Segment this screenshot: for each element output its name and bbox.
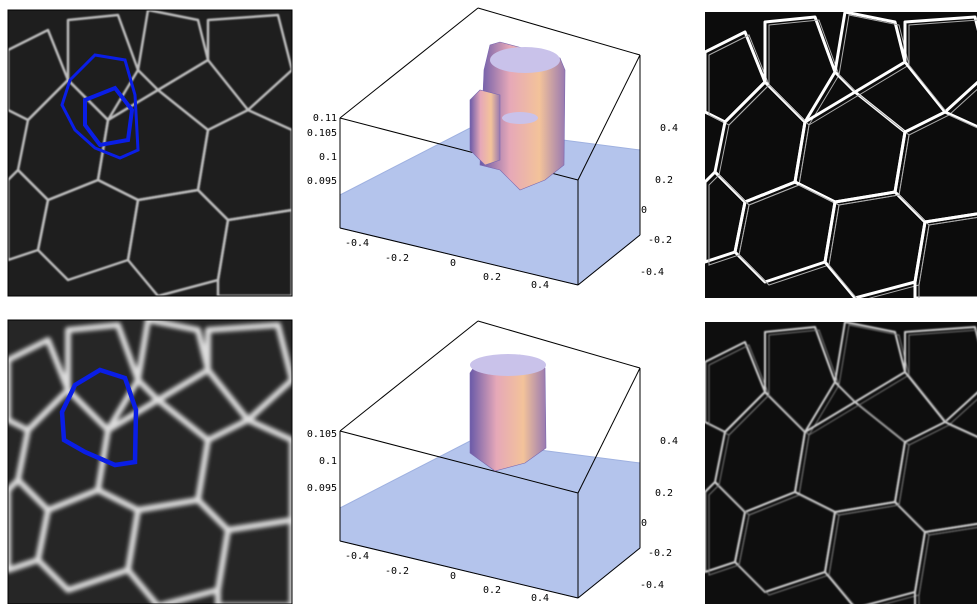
cell-outline <box>708 484 750 576</box>
cell-outline <box>908 329 977 426</box>
microscopy-image <box>8 10 292 296</box>
contour <box>60 53 140 160</box>
cell-outline <box>135 320 211 403</box>
cell-outline <box>768 329 840 436</box>
box-edge <box>577 234 641 286</box>
y-tick-label: 0.4 <box>660 436 678 447</box>
cell-outline <box>764 326 836 433</box>
x-tick-label: -0.2 <box>385 253 409 264</box>
z-tick-label: 0.11 <box>313 113 337 124</box>
x-tick-label: -0.2 <box>385 566 409 577</box>
surface-peak <box>469 89 501 166</box>
image-background <box>705 12 977 298</box>
y-tick-label: 0.2 <box>655 175 673 186</box>
box-edge <box>577 367 641 494</box>
surface-top <box>490 47 560 73</box>
surface-top <box>470 354 546 376</box>
cell-outline <box>66 13 140 122</box>
z-tick-label: 0.105 <box>307 128 337 139</box>
image-background <box>8 320 292 604</box>
y-tick-label: -0.2 <box>648 235 672 246</box>
cell-outline <box>206 13 292 112</box>
box-edge <box>477 320 641 369</box>
z-tick-label: 0.105 <box>307 429 337 440</box>
x-tick-label: 0.4 <box>531 593 549 604</box>
box-edge <box>339 430 579 494</box>
cell-outline <box>136 10 210 92</box>
image-frame <box>7 9 293 297</box>
cell-outline <box>705 481 746 573</box>
cell-outline <box>8 477 51 573</box>
cell-outline <box>65 322 141 433</box>
y-tick-label: 0 <box>641 205 647 216</box>
cell-outline <box>834 322 906 403</box>
cell-outline <box>913 212 977 298</box>
x-tick-label: 0.2 <box>483 272 501 283</box>
cell-outline <box>8 168 50 262</box>
contour <box>59 367 139 468</box>
x-tick-label: 0.2 <box>483 585 501 596</box>
cell-outline <box>708 174 750 266</box>
surface-plot: 0.11 0.105 0.1 0.095 -0.4 -0.2 0 0.2 0.4 0.4 0.2 0 -… <box>307 7 678 291</box>
box-edge <box>339 7 479 119</box>
y-tick-label: -0.2 <box>648 548 672 559</box>
y-tick-label: 0.2 <box>655 488 673 499</box>
cell-outline <box>918 526 977 608</box>
y-tick-label: -0.4 <box>640 267 664 278</box>
cell-outline <box>904 326 977 423</box>
surface-top <box>502 112 538 124</box>
cell-outline <box>215 517 292 606</box>
x-tick-label: 0 <box>450 258 456 269</box>
x-tick-label: -0.4 <box>345 238 369 249</box>
z-tick-label: 0.1 <box>319 152 337 163</box>
cell-outline <box>908 19 977 116</box>
edge-image <box>705 322 977 608</box>
image-background <box>8 10 292 296</box>
y-tick-label: 0 <box>641 518 647 529</box>
surface-plot: 0.105 0.1 0.095 -0.4 -0.2 0 0.2 0.4 0.4 0.2 0 -0.2 -… <box>307 320 678 604</box>
cell-outline <box>903 15 977 114</box>
x-tick-label: 0.4 <box>531 280 549 291</box>
cell-outline <box>838 324 910 406</box>
z-tick-label: 0.1 <box>319 456 337 467</box>
cell-outline <box>918 216 977 298</box>
contour <box>83 85 135 148</box>
cell-membranes <box>8 10 292 296</box>
box-edge <box>339 320 479 432</box>
z-tick-label: 0.095 <box>307 483 337 494</box>
cell-membranes <box>705 322 977 608</box>
x-tick-label: 0 <box>450 571 456 582</box>
cell-membranes <box>8 320 292 606</box>
cell-outline <box>838 14 910 96</box>
z-tick-label: 0.095 <box>307 176 337 187</box>
microscopy-image <box>8 320 292 606</box>
y-tick-label: -0.4 <box>640 580 664 591</box>
box-edge <box>339 227 579 286</box>
cell-outline <box>216 208 292 296</box>
cell-outline <box>705 170 747 264</box>
cell-outline <box>833 12 907 94</box>
edge-image <box>705 12 977 298</box>
cell-outline <box>763 15 837 124</box>
x-tick-label: -0.4 <box>345 551 369 562</box>
image-background <box>705 322 977 604</box>
box-edge <box>477 7 641 56</box>
cell-outline <box>768 19 840 126</box>
y-tick-label: 0.4 <box>660 123 678 134</box>
cell-outline <box>914 522 977 608</box>
cell-outline <box>205 322 292 423</box>
box-edge <box>577 547 641 599</box>
box-edge <box>577 54 641 181</box>
box-edge <box>339 540 579 599</box>
cell-membranes <box>705 12 977 298</box>
